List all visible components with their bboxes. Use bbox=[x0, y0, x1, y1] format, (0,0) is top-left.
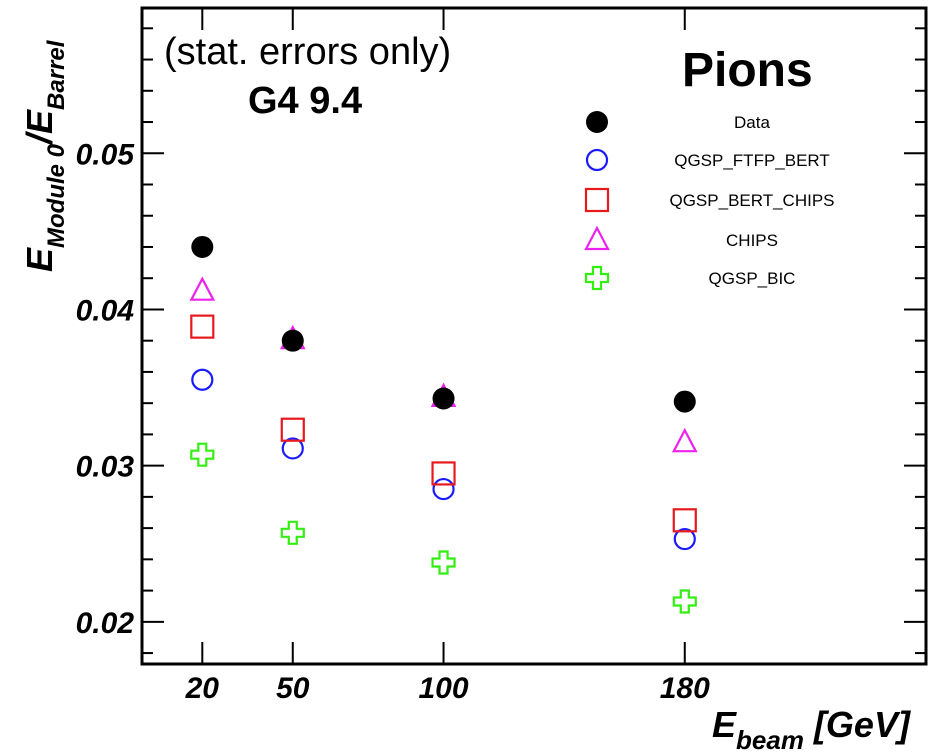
data-point-chips bbox=[671, 427, 698, 453]
x-axis-title: Ebeam [GeV] bbox=[712, 704, 911, 754]
data-point-qgsp-bic bbox=[431, 550, 456, 575]
legend-label: Data bbox=[734, 113, 770, 132]
y-tick-label: 0.04 bbox=[76, 294, 135, 327]
legend-marker-qgsp-bic bbox=[584, 265, 610, 291]
legend-marker-qgsp-ftfp-bert bbox=[585, 148, 609, 172]
data-point-qgsp-bert-chips bbox=[672, 508, 697, 533]
data-point-qgsp-ftfp-bert bbox=[191, 368, 214, 391]
y-axis-title-main2: E bbox=[19, 109, 60, 134]
y-axis-title: EModule 0/EBarrel bbox=[19, 39, 70, 272]
data-marks bbox=[189, 235, 698, 614]
y-axis-title-slash: / bbox=[19, 130, 60, 146]
y-tick-label: 0.02 bbox=[76, 607, 135, 640]
version-label: G4 9.4 bbox=[248, 80, 362, 122]
data-point-qgsp-ftfp-bert bbox=[673, 527, 696, 551]
y-axis-title-main: E bbox=[19, 247, 60, 272]
axis-ticks bbox=[142, 8, 926, 664]
data-point-qgsp-ftfp-bert bbox=[281, 437, 304, 460]
legend-label: QGSP_BIC bbox=[709, 269, 796, 288]
legend-label: QGSP_FTFP_BERT bbox=[674, 151, 830, 170]
data-point-qgsp-bert-chips bbox=[280, 417, 305, 442]
errors-note: (stat. errors only) bbox=[164, 31, 451, 73]
legend-marker-qgsp-bert-chips bbox=[584, 187, 610, 213]
y-axis-title-sub2: Barrel bbox=[43, 39, 70, 110]
legend-label: CHIPS bbox=[726, 231, 778, 250]
legend-label: QGSP_BERT_CHIPS bbox=[669, 191, 834, 210]
data-point-qgsp-bert-chips bbox=[431, 461, 456, 486]
x-axis-title-sub: beam bbox=[736, 725, 804, 754]
x-tick-label: 50 bbox=[276, 672, 310, 705]
legend-marker-chips bbox=[584, 225, 610, 251]
data-point-qgsp-bert-chips bbox=[190, 314, 215, 339]
data-point-qgsp-bic bbox=[190, 442, 215, 467]
particle-label: Pions bbox=[682, 44, 813, 97]
plot-frame bbox=[140, 6, 928, 666]
data-point-qgsp-bic bbox=[672, 589, 697, 614]
data-point-data bbox=[281, 329, 304, 352]
y-tick-label: 0.03 bbox=[76, 451, 135, 484]
data-point-data bbox=[191, 235, 214, 258]
data-point-qgsp-bic bbox=[280, 520, 305, 545]
x-tick-label: 20 bbox=[185, 672, 220, 705]
legend: Data QGSP_FTFP_BERT QGSP_BERT_CHIPS CHIPS QG… bbox=[584, 111, 835, 291]
data-point-qgsp-ftfp-bert bbox=[432, 477, 455, 501]
x-tick-labels: 20 50 100 180 bbox=[185, 672, 710, 705]
y-tick-labels: 0.02 0.03 0.04 0.05 bbox=[76, 138, 136, 640]
x-tick-label: 100 bbox=[419, 672, 469, 705]
y-axis-title-sub1: Module 0 bbox=[43, 143, 70, 248]
legend-marker-data bbox=[586, 111, 608, 133]
x-tick-label: 180 bbox=[660, 672, 710, 705]
x-axis-title-unit: [GeV] bbox=[804, 704, 911, 745]
data-point-data bbox=[673, 390, 696, 413]
y-tick-label: 0.05 bbox=[76, 138, 136, 171]
data-point-chips bbox=[189, 276, 216, 301]
x-axis-title-main: E bbox=[712, 704, 737, 745]
data-point-data bbox=[432, 387, 455, 410]
